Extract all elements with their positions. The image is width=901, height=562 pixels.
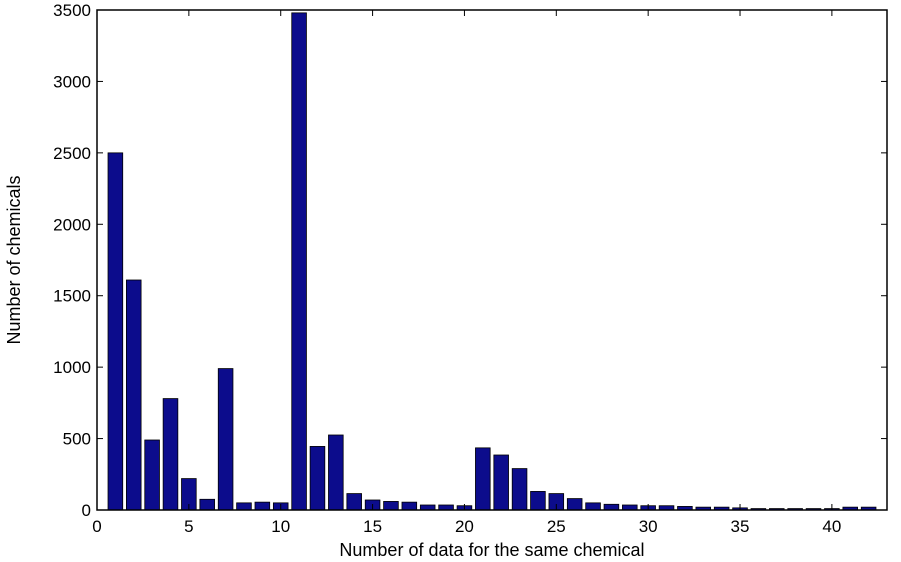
bar-27 <box>585 502 601 511</box>
bar-4 <box>162 398 179 511</box>
y-axis-ticks: 0 500 1000 1500 2000 2500 3000 3500 <box>53 1 887 520</box>
bar-13 <box>328 434 344 511</box>
y-tick-label: 500 <box>63 430 91 449</box>
x-tick-label: 30 <box>639 517 658 536</box>
bar-22 <box>493 454 509 511</box>
y-tick-label: 1500 <box>53 287 91 306</box>
x-tick-label: 10 <box>271 517 290 536</box>
bar-24 <box>530 491 546 511</box>
x-axis-label: Number of data for the same chemical <box>339 540 644 560</box>
bar-6 <box>199 498 215 511</box>
x-tick-label: 20 <box>455 517 474 536</box>
bar-1 <box>107 152 124 511</box>
bar-21 <box>475 447 491 511</box>
bar-14 <box>346 493 362 511</box>
y-tick-label: 1000 <box>53 358 91 377</box>
y-tick-label: 2000 <box>53 215 91 234</box>
y-tick-label: 2500 <box>53 144 91 163</box>
y-tick-label: 3500 <box>53 1 91 20</box>
bar-3 <box>144 439 160 511</box>
x-axis-ticks: 0 5 10 15 20 25 30 35 40 <box>92 10 841 536</box>
bar-8 <box>236 502 252 511</box>
bar-17 <box>401 501 418 511</box>
bar-11 <box>291 12 307 511</box>
bar-28 <box>603 503 620 511</box>
bar-16 <box>383 501 399 511</box>
y-tick-label: 0 <box>82 501 91 520</box>
bar-26 <box>566 498 583 511</box>
bar-9 <box>254 501 271 511</box>
x-tick-label: 40 <box>822 517 841 536</box>
bar-12 <box>309 446 326 511</box>
x-tick-label: 25 <box>547 517 566 536</box>
x-tick-label: 15 <box>363 517 382 536</box>
x-tick-label: 0 <box>92 517 101 536</box>
bar-23 <box>511 468 528 511</box>
plot-frame <box>96 9 888 511</box>
y-tick-label: 3000 <box>53 72 91 91</box>
x-tick-label: 35 <box>731 517 750 536</box>
x-tick-label: 5 <box>184 517 193 536</box>
y-axis-label: Number of chemicals <box>4 175 24 344</box>
bar-2 <box>125 279 142 511</box>
bar-7 <box>217 368 234 511</box>
bars-group <box>107 12 877 511</box>
